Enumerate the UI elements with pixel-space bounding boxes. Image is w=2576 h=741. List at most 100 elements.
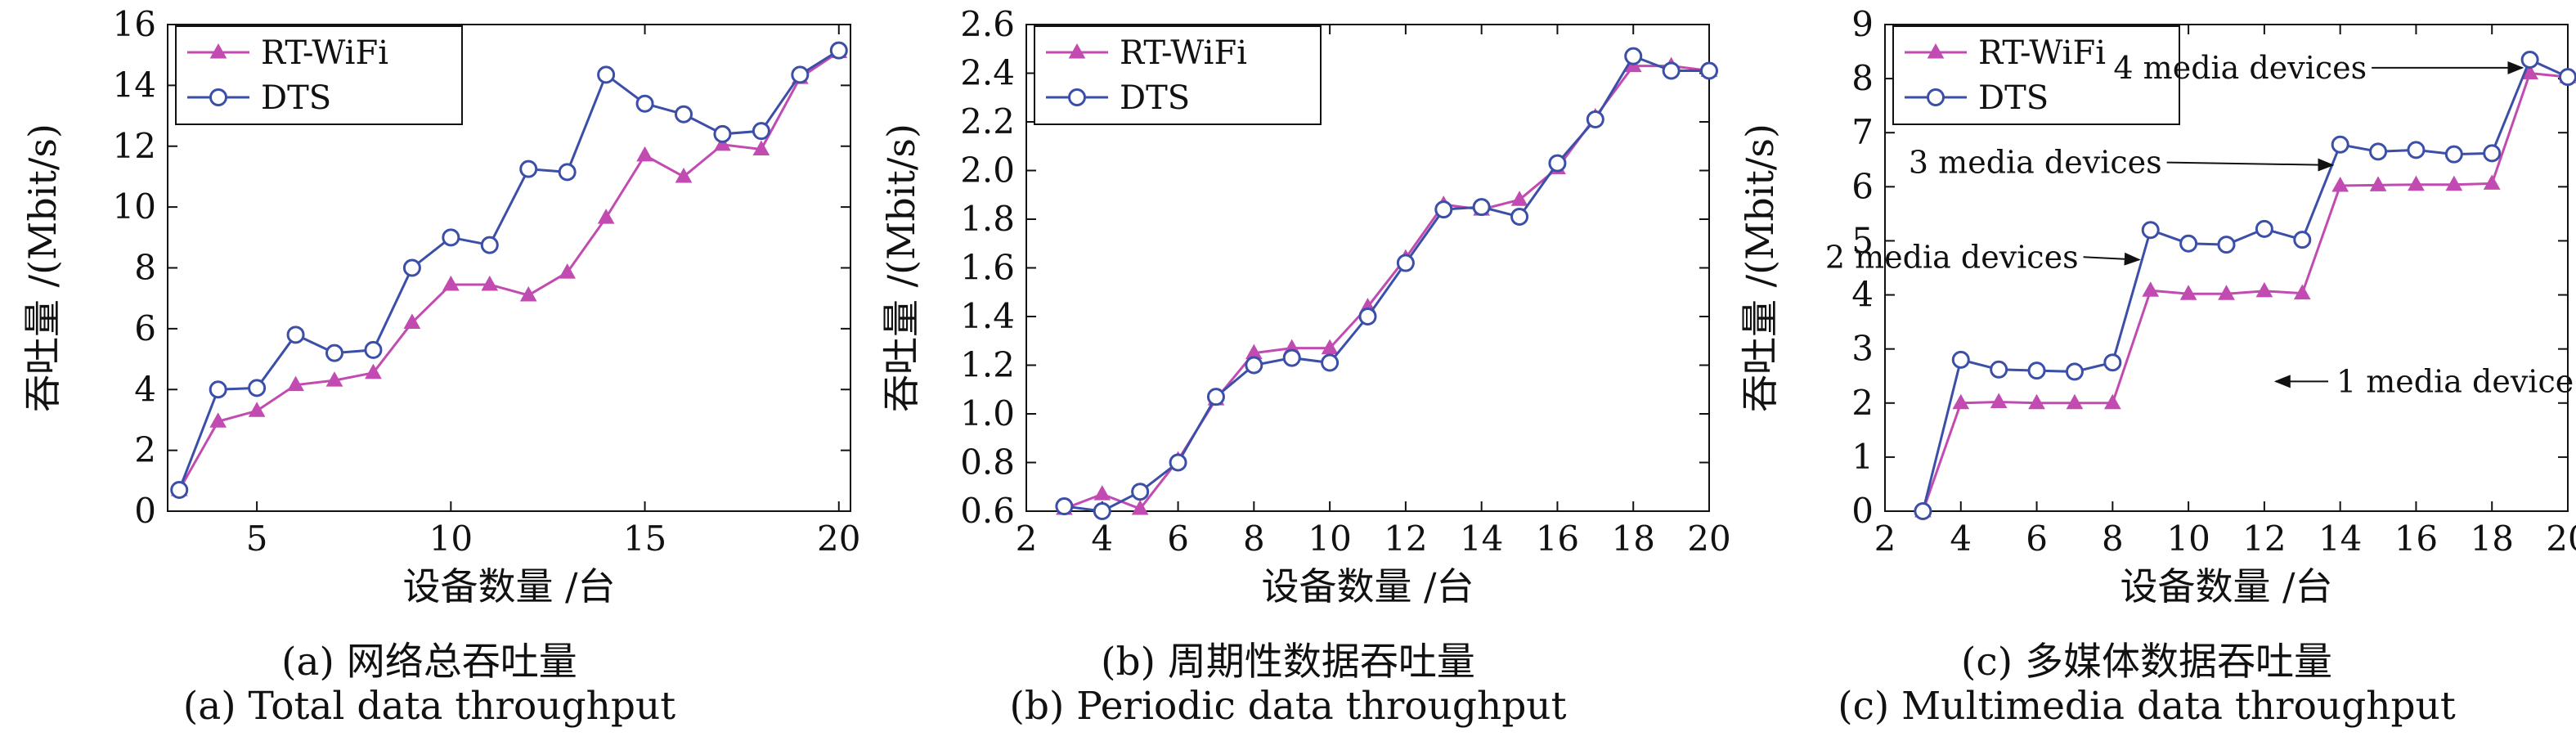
x-tick-label: 16 — [1536, 519, 1579, 559]
y-axis-label: 吞吐量 /(Mbit/s) — [1738, 124, 1782, 412]
data-point-DTS — [2483, 144, 2502, 163]
y-tick-label: 12 — [113, 126, 156, 166]
y-tick-label: 4 — [134, 369, 156, 409]
data-point-DTS — [1472, 198, 1491, 217]
data-point-DTS — [1055, 497, 1074, 516]
x-tick-label: 12 — [2242, 519, 2286, 559]
x-axis-label: 设备数量 /台 — [1261, 564, 1474, 609]
y-axis-label: 吞吐量 /(Mbit/s) — [20, 124, 65, 412]
annotation-label: 3 media devices — [1909, 145, 2162, 181]
y-tick-label: 1 — [1851, 437, 1874, 477]
y-tick-label: 8 — [134, 248, 156, 288]
x-tick-label: 15 — [623, 519, 666, 559]
chart-panel-a: 5 10 15 20 0 2 4 6 8 10 12 14 16 设备数量 /台 吞吐量 /(Mbit/s)… — [0, 0, 860, 741]
x-tick-label: 4 — [1950, 519, 1972, 559]
x-tick-label: 10 — [429, 519, 473, 559]
x-tick-label: 6 — [1167, 519, 1189, 559]
x-tick-label: 16 — [2394, 519, 2438, 559]
data-point-RT-WiFi — [287, 375, 304, 392]
data-point-DTS — [2444, 145, 2463, 164]
caption-en-a: (a) Total data throughput — [182, 684, 676, 729]
y-tick-label: 1.4 — [960, 296, 1015, 336]
data-point-DTS — [209, 380, 227, 399]
data-point-DTS — [1396, 254, 1415, 272]
legend-label: RT-WiFi — [1120, 34, 1247, 72]
x-tick-label: 20 — [817, 519, 860, 559]
legend-label: DTS — [261, 79, 331, 117]
data-point-DTS — [2293, 231, 2312, 249]
data-point-DTS — [1282, 348, 1301, 367]
caption-cn-c: (c) 多媒体数据吞吐量 — [1961, 640, 2332, 685]
y-tick-label: 4 — [1851, 275, 1874, 315]
x-tick-label: 20 — [2546, 519, 2576, 559]
x-tick-label: 20 — [1687, 519, 1730, 559]
legend-marker — [1068, 88, 1086, 106]
data-point-RT-WiFi — [559, 263, 577, 279]
caption-en-c: (c) Multimedia data throughput — [1838, 684, 2456, 729]
data-point-DTS — [442, 228, 460, 247]
data-point-RT-WiFi — [1952, 393, 1970, 410]
annotation-label: 4 media devices — [2113, 50, 2367, 86]
y-tick-label: 5 — [1851, 220, 1874, 260]
legend-marker — [209, 88, 227, 106]
y-tick-label: 2 — [134, 430, 156, 470]
caption-en-b: (b) Periodic data throughput — [1009, 684, 1567, 729]
x-tick-label: 2 — [1016, 519, 1038, 559]
data-point-DTS — [2217, 236, 2236, 254]
data-point-DTS — [519, 159, 538, 178]
y-tick-label: 2.4 — [960, 53, 1015, 93]
y-tick-label: 1.8 — [960, 199, 1015, 239]
x-axis-label: 设备数量 /台 — [402, 564, 615, 609]
legend-label: DTS — [1120, 79, 1190, 117]
chart-b: 2 4 6 8 10 12 14 16 18 20 0.6 0.8 1.0 1.2 1.4 1.6 1.8 2.0… — [879, 4, 1731, 609]
data-point-DTS — [286, 326, 305, 344]
data-point-RT-WiFi — [2028, 393, 2045, 410]
data-point-RT-WiFi — [325, 371, 343, 387]
caption-cn-a: (a) 网络总吞吐量 — [281, 640, 577, 685]
data-point-DTS — [1586, 110, 1604, 129]
data-point-DTS — [1245, 356, 1263, 375]
series-DTS — [1055, 47, 1718, 520]
x-tick-label: 14 — [1460, 519, 1503, 559]
data-point-DTS — [1169, 453, 1187, 472]
data-point-RT-WiFi — [2331, 176, 2349, 192]
data-point-DTS — [752, 122, 770, 141]
data-point-RT-WiFi — [2293, 284, 2311, 300]
data-point-DTS — [1131, 483, 1150, 501]
data-point-DTS — [1510, 208, 1529, 227]
data-point-DTS — [2331, 135, 2349, 154]
y-tick-label: 1.2 — [960, 345, 1015, 385]
data-point-DTS — [558, 163, 577, 182]
y-tick-label: 0.6 — [960, 491, 1015, 531]
data-point-DTS — [1321, 353, 1340, 372]
x-tick-label: 6 — [2026, 519, 2048, 559]
data-point-DTS — [2103, 353, 2122, 372]
data-point-DTS — [2027, 362, 2046, 380]
series-DTS — [1914, 50, 2576, 520]
legend-box — [1034, 25, 1322, 125]
x-tick-label: 12 — [1384, 519, 1427, 559]
data-point-RT-WiFi — [2408, 175, 2425, 191]
y-tick-label: 1.6 — [960, 248, 1015, 288]
data-point-RT-WiFi — [2255, 281, 2273, 298]
data-point-RT-WiFi — [442, 275, 460, 291]
data-point-RT-WiFi — [597, 209, 615, 224]
data-point-DTS — [1624, 47, 1643, 65]
data-point-DTS — [1358, 308, 1377, 326]
x-tick-label: 18 — [2470, 519, 2513, 559]
y-tick-label: 3 — [1851, 329, 1874, 369]
y-tick-label: 2.0 — [960, 150, 1015, 191]
data-point-DTS — [170, 480, 189, 499]
data-point-DTS — [2520, 50, 2539, 69]
data-point-RT-WiFi — [2142, 281, 2160, 297]
y-tick-label: 10 — [113, 186, 156, 227]
chart-panel-b: 2 4 6 8 10 12 14 16 18 20 0.6 0.8 1.0 1.2 1.4 1.6 1.8 2.0… — [859, 0, 1731, 741]
x-tick-label: 8 — [2102, 519, 2124, 559]
y-tick-label: 8 — [1851, 58, 1874, 98]
y-tick-label: 0 — [1851, 491, 1874, 531]
legend-label: RT-WiFi — [261, 34, 388, 72]
y-tick-label: 9 — [1851, 4, 1874, 44]
y-tick-label: 7 — [1851, 112, 1874, 152]
